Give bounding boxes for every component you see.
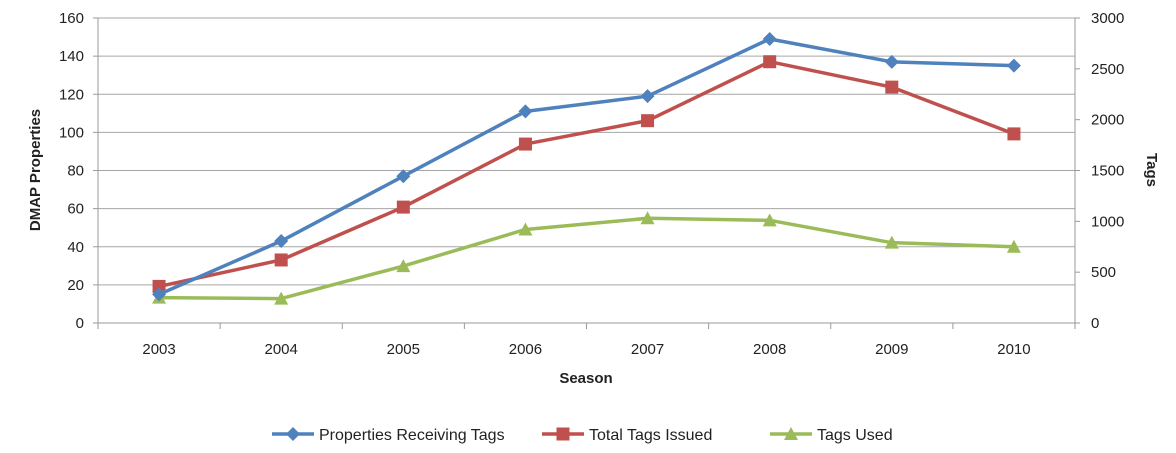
data-point	[1007, 127, 1021, 141]
series-line	[159, 216, 1014, 301]
data-point	[884, 235, 899, 249]
data-point	[1006, 58, 1021, 73]
left-y-tick-label: 60	[67, 201, 84, 218]
right-y-tick-label: 0	[1091, 315, 1099, 332]
legend-marker	[784, 427, 798, 440]
data-point	[641, 114, 655, 128]
data-point	[152, 287, 167, 302]
left-y-tick-label: 100	[59, 124, 84, 141]
legend-item: Total Tags Issued	[542, 427, 712, 444]
legend-marker	[556, 427, 570, 441]
data-point	[518, 104, 533, 119]
left-y-tick-label: 40	[67, 239, 84, 256]
data-point	[274, 253, 288, 267]
x-tick-label: 2010	[997, 341, 1030, 358]
legend: Properties Receiving Tags Total Tags Issu…	[272, 427, 893, 444]
right-y-tick-label: 500	[1091, 264, 1116, 281]
x-tick-label: 2005	[387, 341, 420, 358]
series-line	[158, 37, 1014, 297]
legend-marker	[286, 427, 300, 441]
right-y-tick-label: 1000	[1091, 213, 1124, 230]
data-point	[152, 279, 166, 293]
data-point	[518, 222, 533, 236]
data-point	[762, 213, 777, 227]
data-point	[640, 89, 655, 104]
series-0	[152, 31, 1021, 302]
data-point	[1006, 239, 1021, 253]
legend-item: Tags Used	[770, 427, 893, 444]
data-point	[396, 259, 411, 273]
left-y-tick-label: 160	[59, 10, 84, 27]
data-point	[884, 54, 899, 69]
left-y-tick-label: 120	[59, 86, 84, 103]
legend-label: Properties Receiving Tags	[319, 427, 505, 444]
data-point	[640, 211, 655, 225]
data-point	[274, 234, 289, 249]
data-point	[885, 80, 899, 94]
data-point	[518, 137, 532, 151]
left-y-tick-label: 80	[67, 163, 84, 180]
x-tick-label: 2004	[265, 341, 298, 358]
series-1	[152, 55, 1021, 293]
x-tick-label: 2007	[631, 341, 664, 358]
right-y-axis-title: Tags	[1143, 153, 1160, 187]
data-point	[763, 55, 777, 69]
left-y-tick-label: 140	[59, 48, 84, 65]
data-point	[396, 169, 411, 184]
series-layer	[152, 31, 1021, 305]
series-2	[152, 211, 1021, 305]
right-y-tick-label: 1500	[1091, 163, 1124, 180]
series-line	[158, 59, 1015, 289]
right-y-tick-label: 2000	[1091, 112, 1124, 129]
x-axis-title: Season	[559, 370, 612, 387]
x-tick-labels: 2003 2004 2005 2006 2007 2008 2009 2010	[97, 323, 1076, 358]
x-tick-label: 2006	[509, 341, 542, 358]
left-y-axis-title: DMAP Properties	[27, 109, 44, 231]
left-y-tick-label: 20	[67, 277, 84, 294]
right-y-tick-labels: 0 500 1000 1500 2000 2500 3000	[1075, 10, 1124, 332]
right-y-tick-label: 2500	[1091, 61, 1124, 78]
legend-label: Tags Used	[817, 427, 893, 444]
data-point	[762, 31, 777, 46]
x-tick-label: 2008	[753, 341, 786, 358]
x-tick-label: 2009	[875, 341, 908, 358]
left-y-tick-label: 0	[76, 315, 84, 332]
data-point	[274, 291, 289, 305]
left-y-tick-labels: 0 20 40 60 80 100 120 140 160	[59, 10, 98, 332]
data-point	[396, 200, 410, 214]
right-y-tick-label: 3000	[1091, 10, 1124, 27]
legend-item: Properties Receiving Tags	[272, 427, 505, 444]
legend-label: Total Tags Issued	[589, 427, 712, 444]
x-tick-label: 2003	[142, 341, 175, 358]
